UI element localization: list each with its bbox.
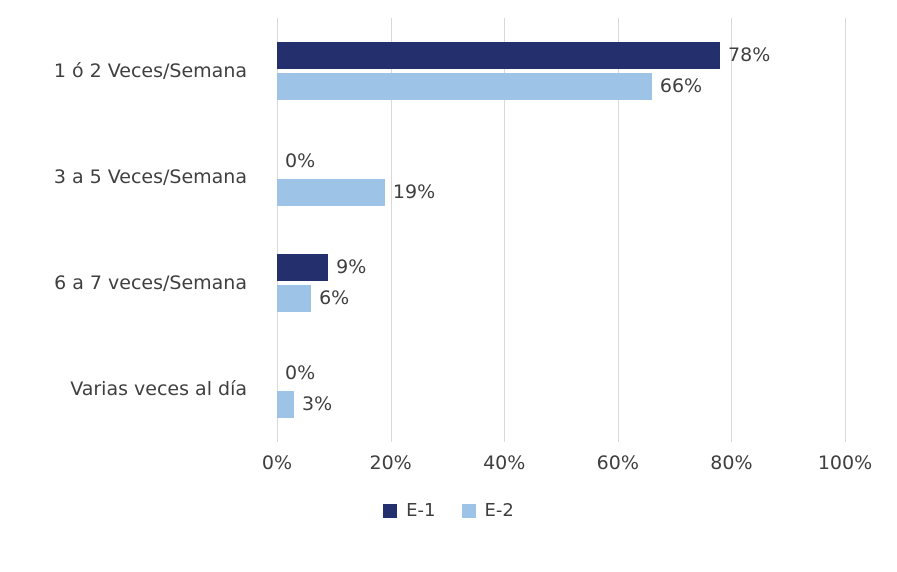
x-tick-label: 60% bbox=[596, 452, 639, 474]
category-band: Varias veces al día 0% 3% bbox=[70, 336, 845, 442]
gridline bbox=[617, 18, 619, 442]
data-label-e-1: 0% bbox=[285, 150, 316, 172]
bar-e-1 bbox=[277, 42, 721, 69]
category-label: 3 a 5 Veces/Semana bbox=[53, 166, 247, 188]
data-label-e-2: 6% bbox=[319, 287, 350, 309]
legend: E-1 E-2 bbox=[0, 500, 897, 521]
x-axis: 0% 20% 40% 60% 80% 100% bbox=[262, 452, 872, 478]
gridline bbox=[504, 18, 506, 442]
bar-e-2 bbox=[277, 391, 295, 418]
x-tick-label: 100% bbox=[817, 452, 873, 474]
legend-swatch-icon bbox=[461, 503, 476, 518]
gridline bbox=[390, 18, 392, 442]
legend-label: E-2 bbox=[484, 500, 514, 521]
data-label-e-1: 9% bbox=[336, 256, 367, 278]
bar-e-2 bbox=[277, 179, 385, 206]
plot-area: 1 ó 2 Veces/Semana 78% 66% 3 a 5 Veces/Sema… bbox=[54, 18, 846, 442]
category-label: 6 a 7 veces/Semana bbox=[54, 272, 247, 294]
gridline bbox=[845, 18, 846, 442]
category-band: 3 a 5 Veces/Semana 0% 19% bbox=[54, 124, 845, 230]
category-band: 6 a 7 veces/Semana 9% 6% bbox=[54, 230, 845, 336]
bar-e-2 bbox=[277, 285, 312, 312]
x-tick-label: 80% bbox=[710, 452, 753, 474]
legend-item-e-2: E-2 bbox=[461, 500, 514, 521]
gridline bbox=[731, 18, 733, 442]
legend-label: E-1 bbox=[406, 500, 436, 521]
category-band: 1 ó 2 Veces/Semana 78% 66% bbox=[54, 18, 845, 124]
data-label-e-1: 78% bbox=[728, 44, 771, 66]
x-tick-label: 20% bbox=[369, 452, 412, 474]
bar-e-1 bbox=[277, 254, 329, 281]
data-label-e-2: 19% bbox=[392, 181, 436, 203]
legend-item-e-1: E-1 bbox=[383, 500, 436, 521]
x-tick-label: 0% bbox=[261, 452, 293, 474]
bar-e-2 bbox=[277, 73, 652, 100]
legend-swatch-icon bbox=[383, 503, 398, 518]
gridline bbox=[277, 18, 278, 442]
category-label: Varias veces al día bbox=[70, 378, 247, 400]
data-label-e-1: 0% bbox=[285, 362, 316, 384]
category-label: 1 ó 2 Veces/Semana bbox=[53, 60, 247, 82]
x-tick-label: 40% bbox=[483, 452, 526, 474]
data-label-e-2: 66% bbox=[659, 75, 703, 97]
data-label-e-2: 3% bbox=[302, 393, 333, 415]
